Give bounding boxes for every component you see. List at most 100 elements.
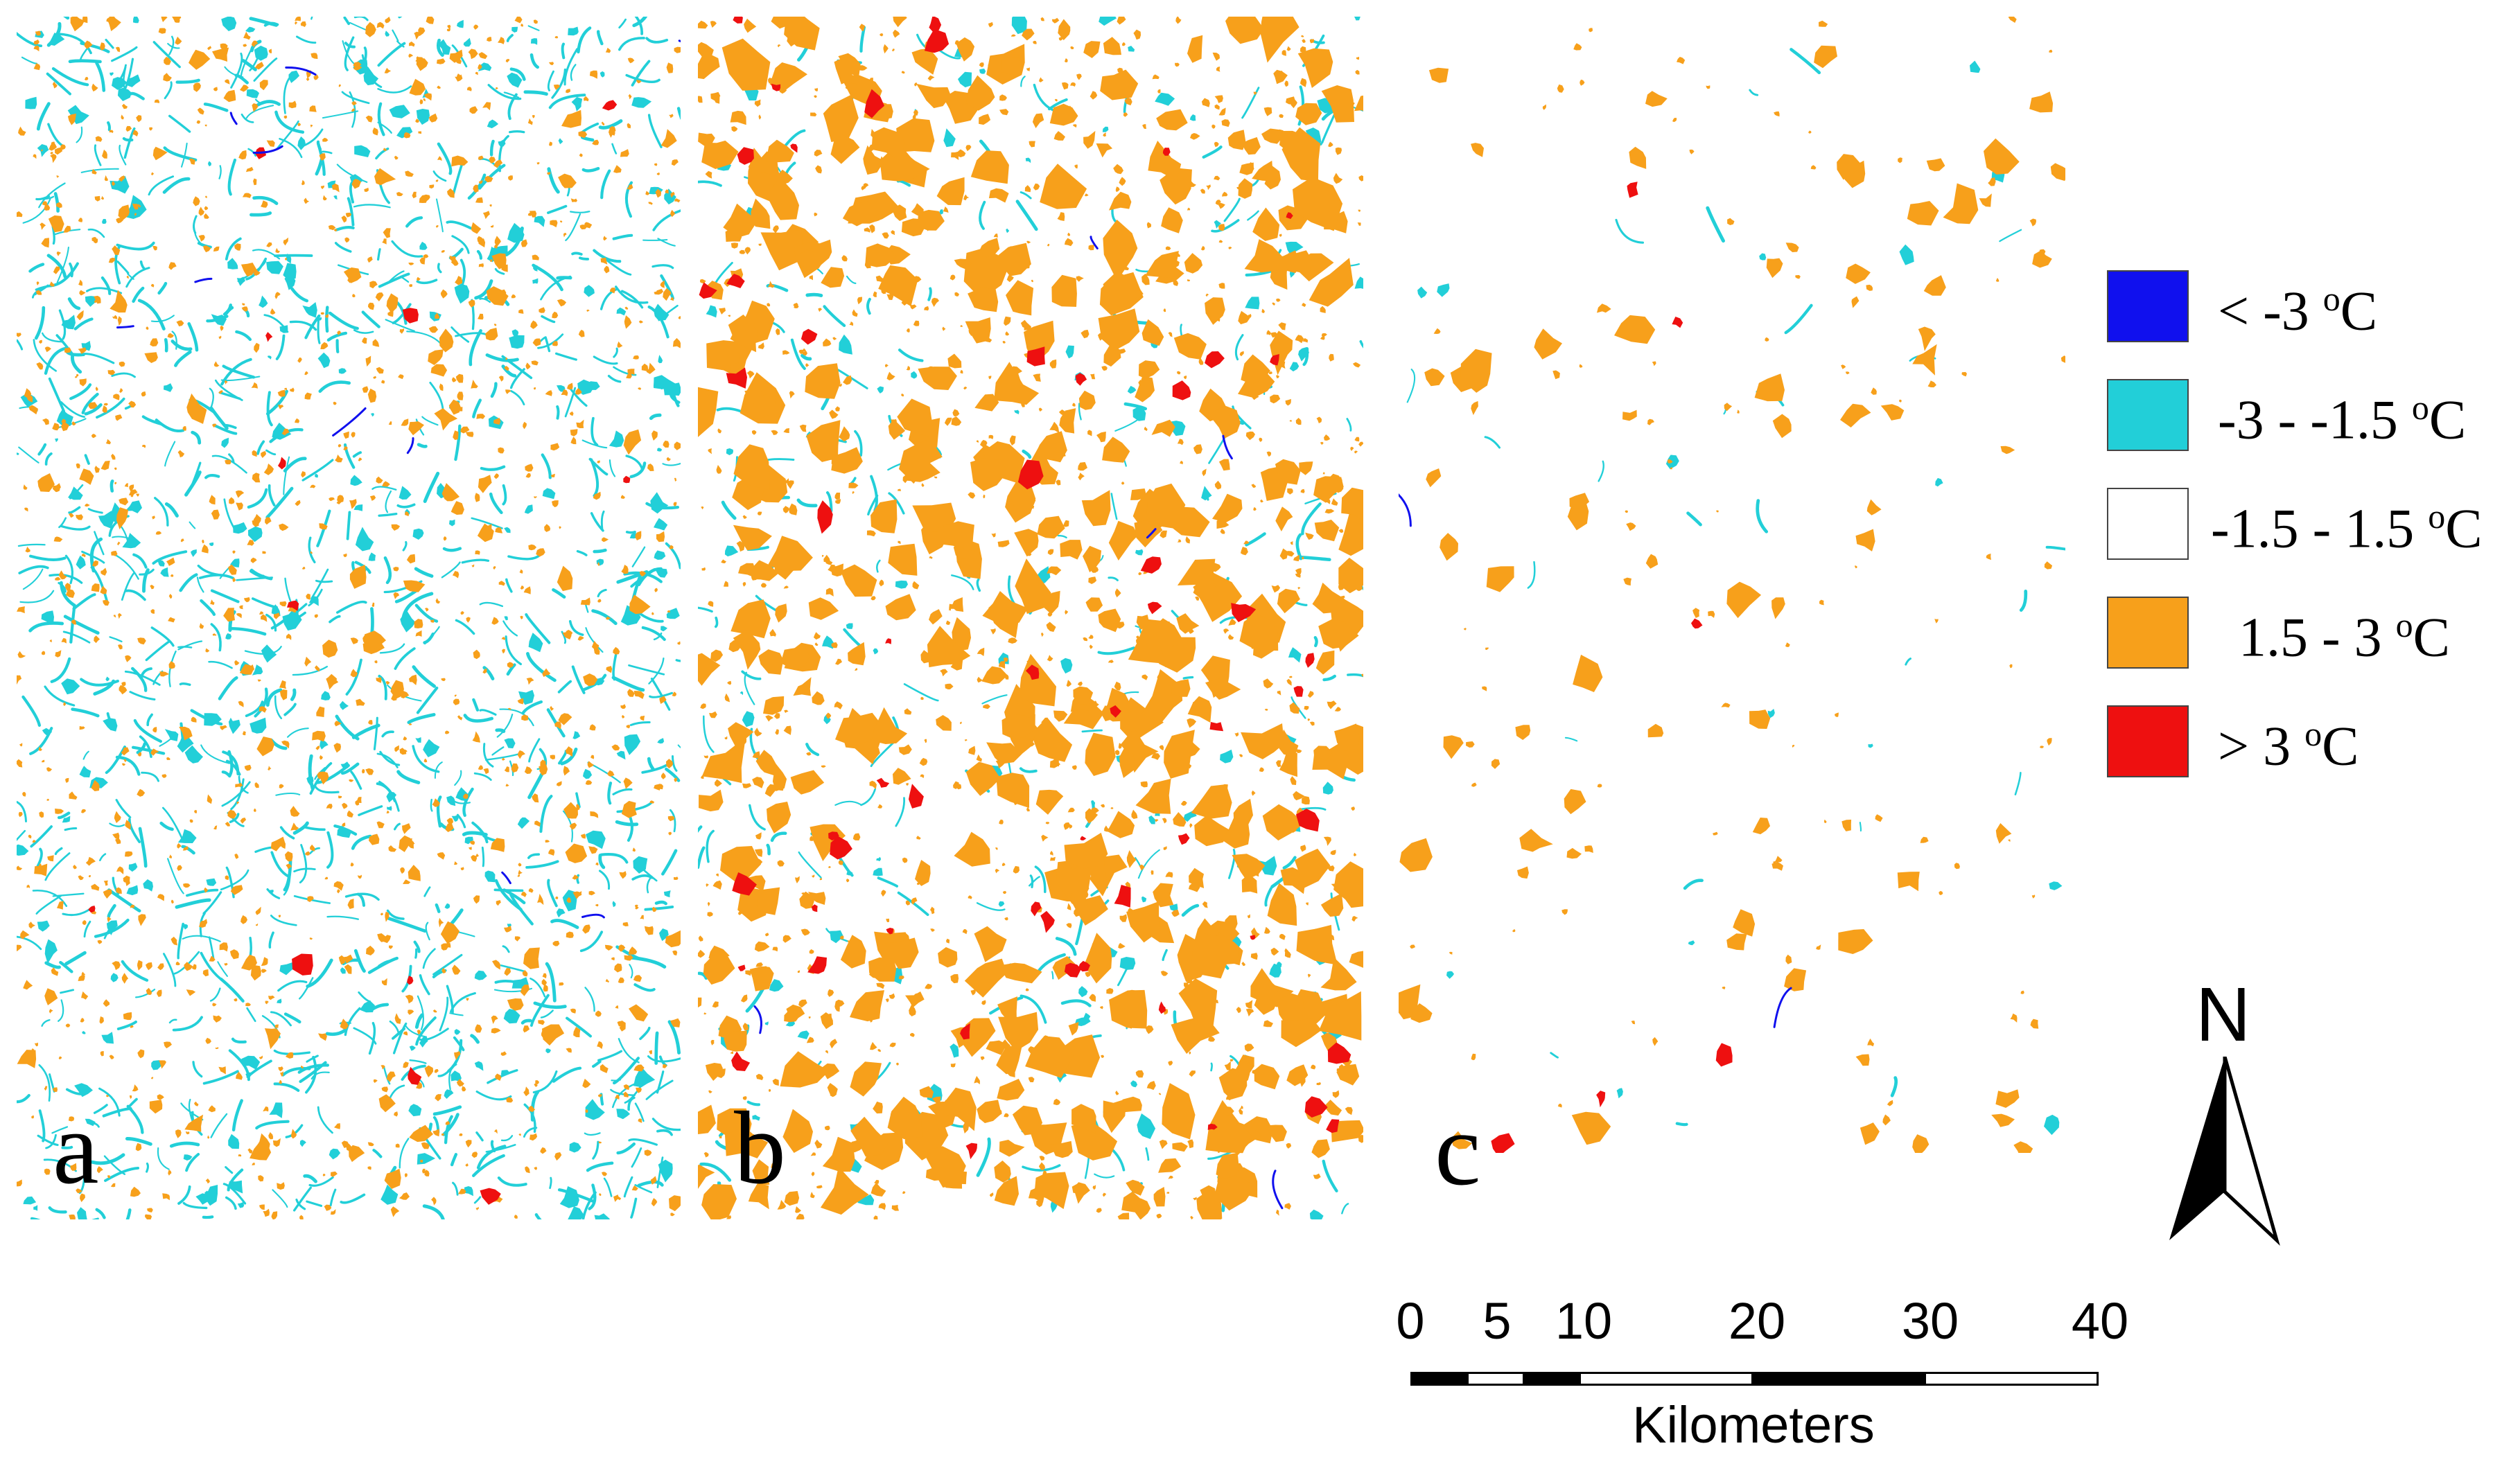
- warm-anomaly-speck: [351, 432, 356, 438]
- warm-anomaly-speck: [778, 861, 783, 866]
- warm-anomaly-speck: [873, 291, 877, 297]
- warm-anomaly-patch: [1098, 308, 1140, 351]
- cold-anomaly-streak: [148, 175, 175, 196]
- cold-anomaly-streak: [412, 745, 440, 773]
- warm-anomaly-patch: [1227, 130, 1246, 150]
- warm-anomaly-speck: [582, 924, 590, 934]
- warm-anomaly-speck: [309, 937, 313, 940]
- warm-anomaly-speck: [351, 108, 356, 112]
- warm-anomaly-patch: [1184, 253, 1203, 274]
- cold-anomaly-streak: [298, 977, 314, 1000]
- warm-anomaly-speck: [1334, 707, 1341, 712]
- warm-anomaly-patch: [1471, 400, 1478, 416]
- warm-anomaly-speck: [1241, 962, 1245, 967]
- warm-anomaly-speck: [1284, 1203, 1291, 1210]
- warm-anomaly-speck: [63, 702, 66, 707]
- strong-cold-anomaly: [678, 39, 681, 43]
- warm-anomaly-speck: [383, 148, 387, 151]
- warm-anomaly-speck: [1335, 147, 1342, 155]
- warm-anomaly-speck: [914, 82, 918, 87]
- cold-anomaly-streak: [252, 195, 279, 205]
- cold-anomaly-streak: [265, 688, 283, 707]
- warm-anomaly-speck: [798, 999, 807, 1008]
- warm-anomaly-speck: [400, 867, 405, 874]
- warm-anomaly-speck: [163, 73, 172, 82]
- warm-anomaly-speck: [573, 1027, 581, 1038]
- warm-anomaly-speck: [170, 936, 177, 946]
- cold-anomaly-patch: [1446, 971, 1454, 979]
- cold-anomaly-streak: [72, 593, 96, 610]
- warm-anomaly-speck: [194, 1101, 199, 1106]
- warm-anomaly-speck: [19, 743, 23, 747]
- warm-anomaly-patch: [158, 28, 166, 34]
- warm-anomaly-patch: [986, 742, 1022, 764]
- cold-anomaly-streak: [62, 630, 91, 644]
- warm-anomaly-patch: [374, 168, 396, 186]
- cold-anomaly-patch: [1298, 347, 1309, 362]
- warm-anomaly-speck: [1001, 863, 1006, 866]
- warm-anomaly-speck: [258, 1175, 264, 1182]
- warm-anomaly-speck: [1845, 371, 1850, 375]
- warm-anomaly-speck: [108, 257, 116, 263]
- warm-anomaly-patch: [996, 1046, 1022, 1075]
- warm-anomaly-speck: [752, 751, 760, 759]
- cold-anomaly-streak: [35, 894, 62, 915]
- cold-anomaly-patch: [279, 325, 288, 333]
- warm-anomaly-speck: [543, 983, 548, 992]
- cold-anomaly-streak: [17, 31, 43, 48]
- warm-anomaly-patch: [1897, 872, 1920, 892]
- warm-anomaly-speck: [374, 660, 378, 664]
- scale-segment: [1523, 1372, 1581, 1386]
- cold-anomaly-patch: [315, 473, 318, 478]
- warm-anomaly-speck: [783, 585, 789, 589]
- cold-anomaly-streak: [152, 550, 188, 565]
- warm-anomaly-speck: [365, 115, 373, 123]
- hot-anomaly-patch: [1627, 182, 1638, 198]
- warm-anomaly-speck: [578, 329, 585, 337]
- warm-anomaly-speck: [49, 640, 52, 642]
- warm-anomaly-speck: [272, 1138, 281, 1147]
- cold-anomaly-streak: [571, 252, 583, 256]
- cold-anomaly-streak: [87, 228, 105, 238]
- warm-anomaly-speck: [550, 755, 555, 760]
- warm-anomaly-speck: [207, 46, 212, 51]
- warm-anomaly-patch: [665, 930, 681, 948]
- warm-anomaly-speck: [55, 147, 63, 155]
- warm-anomaly-patch: [1979, 193, 1992, 207]
- warm-anomaly-speck: [1939, 890, 1943, 895]
- legend-swatch: [2107, 597, 2189, 669]
- warm-anomaly-speck: [592, 139, 600, 145]
- cold-anomaly-streak: [471, 517, 503, 529]
- warm-anomaly-speck: [376, 367, 384, 374]
- cold-anomaly-patch: [1935, 477, 1943, 487]
- hot-anomaly-patch: [876, 777, 890, 788]
- warm-anomaly-speck: [435, 225, 439, 228]
- cold-anomaly-streak: [109, 636, 123, 643]
- warm-anomaly-patch: [1294, 848, 1331, 889]
- warm-anomaly-patch: [2050, 163, 2065, 182]
- hot-anomaly-patch: [1231, 603, 1257, 622]
- cold-anomaly-patch: [164, 383, 173, 392]
- warm-anomaly-speck: [123, 1012, 132, 1021]
- warm-anomaly-patch: [974, 926, 1007, 962]
- warm-anomaly-speck: [494, 236, 501, 247]
- warm-anomaly-speck: [1214, 141, 1219, 148]
- cold-anomaly-streak: [247, 148, 256, 157]
- cold-anomaly-streak: [676, 107, 681, 120]
- cold-anomaly-streak: [615, 285, 649, 304]
- warm-anomaly-speck: [1561, 909, 1568, 915]
- warm-anomaly-speck: [977, 647, 985, 656]
- warm-anomaly-speck: [498, 581, 505, 586]
- warm-anomaly-patch: [936, 715, 952, 731]
- warm-anomaly-speck: [907, 328, 910, 333]
- warm-anomaly-speck: [919, 757, 928, 766]
- warm-anomaly-speck: [520, 585, 525, 590]
- warm-anomaly-speck: [523, 421, 527, 430]
- warm-anomaly-patch: [766, 177, 799, 220]
- warm-anomaly-speck: [1295, 573, 1301, 578]
- warm-anomaly-speck: [261, 451, 267, 458]
- warm-anomaly-speck: [408, 723, 412, 725]
- cold-anomaly-streak: [212, 423, 238, 435]
- cold-anomaly-patch: [164, 729, 179, 741]
- cold-anomaly-streak: [489, 139, 495, 157]
